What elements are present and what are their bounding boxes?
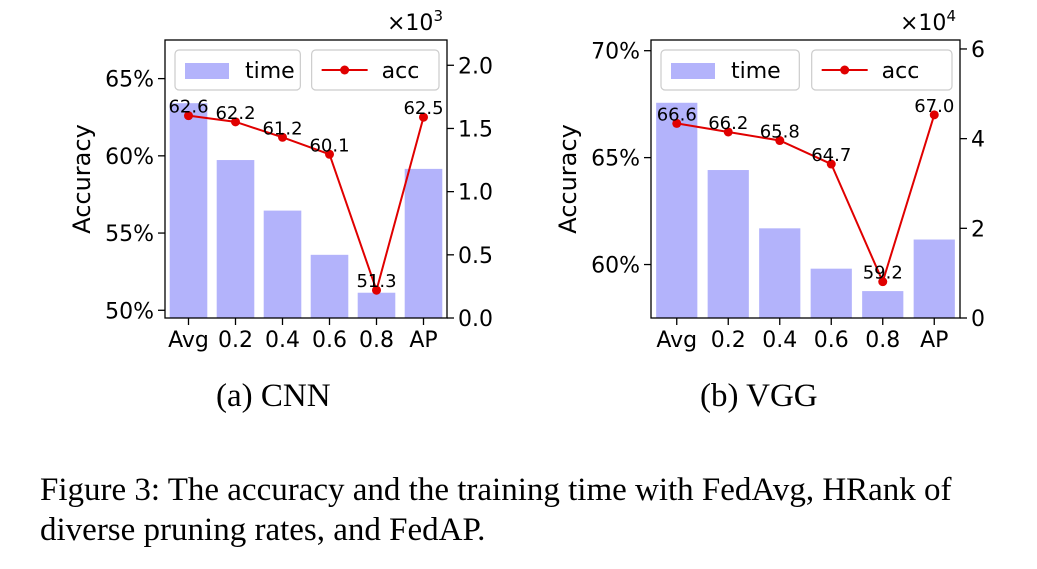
vgg-acc-data-label: 67.0 (914, 96, 954, 117)
cnn-right-tick-label: 0.5 (458, 244, 493, 269)
cnn-right-tick-label: 2.0 (458, 54, 493, 79)
cnn-acc-point (325, 149, 334, 159)
vgg-time-bar (759, 228, 801, 318)
vgg-acc-line (676, 114, 936, 285)
vgg-legend-time-label: time (731, 59, 781, 84)
cnn-x-tick-label: 0.2 (218, 328, 253, 353)
cnn-time-bar (263, 210, 302, 318)
cnn-x-tick-label: 0.4 (265, 328, 300, 353)
vgg-legend-acc-marker (840, 65, 850, 75)
vgg-x-tick-label: 0.8 (865, 328, 900, 353)
cnn-x-tick-label: 0.6 (312, 328, 347, 353)
vgg-acc-data-label: 66.6 (657, 104, 697, 125)
cnn-left-tick-label: 50% (105, 299, 154, 324)
vgg-time-bar (862, 291, 904, 318)
vgg-acc-point (775, 136, 785, 146)
vgg-time-bar (707, 170, 749, 318)
subcaption-cnn: (a) CNN (216, 378, 331, 414)
vgg-legend-acc-box (811, 49, 953, 91)
vgg-x-tick-label: AP (920, 328, 948, 353)
cnn-plot-frame (164, 39, 448, 319)
vgg-time-bar (656, 102, 698, 318)
vgg-left-tick-label: 60% (591, 254, 640, 279)
vgg-acc-data-label: 66.2 (708, 113, 748, 134)
figure-caption: Figure 3: The accuracy and the training … (40, 472, 952, 548)
vgg-right-tick-label: 6 (971, 38, 985, 63)
vgg-legend-time-swatch (671, 63, 715, 79)
cnn-y-axis-label: Accuracy (68, 124, 96, 234)
vgg-acc-point (929, 110, 939, 120)
vgg-legend-time-box (660, 49, 800, 91)
cnn-acc-point (184, 111, 193, 121)
vgg-acc-data-label: 59.2 (863, 263, 903, 284)
cnn-right-tick-label: 0.0 (458, 307, 493, 332)
vgg-right-tick-label: 0 (971, 307, 985, 332)
cnn-x-tick-label: Avg (168, 328, 209, 353)
vgg-time-bar (913, 239, 955, 318)
cnn-acc-line (188, 114, 425, 294)
cnn-time-bar (216, 160, 255, 318)
vgg-acc-data-label: 65.8 (760, 122, 800, 143)
cnn-left-tick-label: 55% (105, 222, 154, 247)
vgg-right-tick-label: 4 (971, 128, 985, 153)
cnn-legend-time-box (174, 49, 301, 91)
vgg-left-tick-label: 65% (591, 147, 640, 172)
vgg-plot-frame (650, 39, 961, 319)
cnn-time-bar (404, 168, 443, 318)
cnn-legend-acc-box (311, 49, 440, 91)
cnn-acc-data-label: 62.2 (215, 103, 255, 124)
vgg-acc-point (723, 127, 733, 137)
vgg-legend-acc-label: acc (882, 59, 920, 84)
cnn-acc-data-label: 60.1 (309, 135, 349, 156)
cnn-acc-point (419, 112, 428, 122)
cnn-right-axis-multiplier: ×103 (387, 7, 443, 36)
cnn-right-tick-label: 1.5 (458, 117, 493, 142)
vgg-acc-point (672, 118, 682, 128)
subcaption-vgg: (b) VGG (700, 378, 818, 414)
cnn-right-tick-label: 1.0 (458, 181, 493, 206)
vgg-y-axis-label: Accuracy (554, 124, 582, 234)
cnn-left-tick-label: 60% (105, 145, 154, 170)
vgg-time-bar (810, 268, 852, 318)
cnn-acc-data-label: 51.3 (356, 271, 396, 292)
cnn-time-bar (310, 254, 349, 318)
cnn-time-bar (169, 103, 208, 318)
vgg-right-axis-multiplier: ×104 (900, 7, 956, 36)
cnn-acc-data-label: 61.2 (262, 118, 302, 139)
figure-charts: 62.6 62.2 61.2 60.1 51.3 62.5 50% 55% 60% 65% 0.0 0… (68, 7, 985, 353)
cnn-acc-data-label: 62.6 (168, 97, 208, 118)
cnn-acc-point (231, 117, 240, 127)
cnn-legend-acc-label: acc (382, 59, 420, 84)
cnn-acc-point (278, 132, 287, 142)
cnn-acc-data-label: 62.5 (403, 98, 443, 119)
vgg-acc-data-label: 64.7 (811, 145, 851, 166)
cnn-legend-time-swatch (185, 63, 229, 79)
cnn-acc-point (372, 285, 381, 295)
cnn-time-bar (357, 292, 396, 318)
cnn-x-tick-label: AP (409, 328, 437, 353)
vgg-right-tick-label: 2 (971, 217, 985, 242)
vgg-x-tick-label: 0.6 (814, 328, 849, 353)
vgg-x-tick-label: Avg (656, 328, 697, 353)
vgg-x-tick-label: 0.2 (711, 328, 746, 353)
vgg-acc-point (826, 159, 836, 169)
vgg-x-tick-label: 0.4 (762, 328, 797, 353)
cnn-x-tick-label: 0.8 (359, 328, 394, 353)
cnn-legend-acc-marker (340, 65, 350, 75)
cnn-left-tick-label: 65% (105, 68, 154, 93)
vgg-left-tick-label: 70% (591, 40, 640, 65)
vgg-acc-point (878, 277, 888, 287)
cnn-legend-time-label: time (245, 59, 295, 84)
